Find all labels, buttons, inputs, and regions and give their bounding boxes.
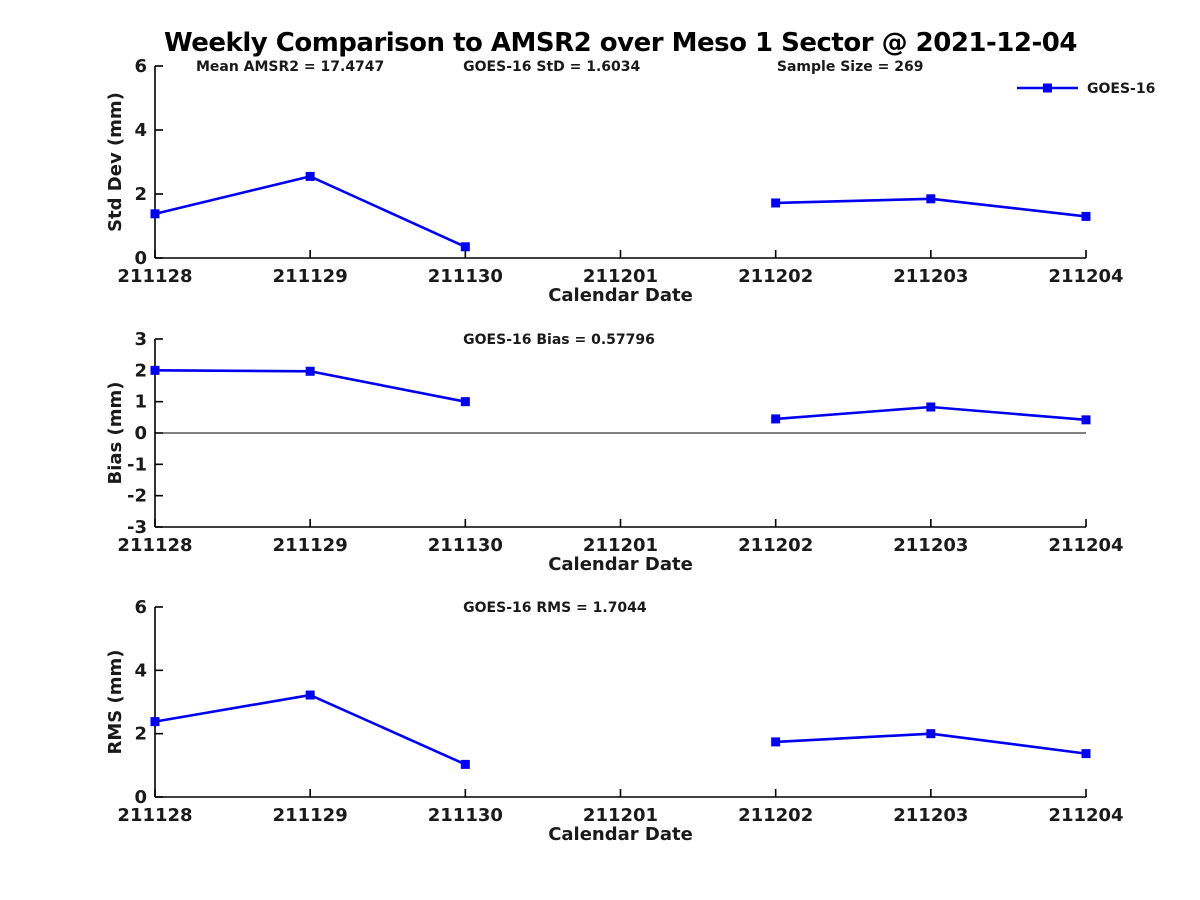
data-marker-rms <box>305 690 315 700</box>
annotation: Mean AMSR2 = 17.4747 <box>196 59 384 75</box>
annotation: GOES-16 RMS = 1.7044 <box>463 600 647 616</box>
data-marker-bias <box>305 366 315 376</box>
legend-label: GOES-16 <box>1087 81 1155 97</box>
y-tick-label: 2 <box>134 184 147 205</box>
y-tick-label: 6 <box>134 597 147 618</box>
x-tick-label: 211130 <box>428 805 503 826</box>
data-marker-bias <box>1081 415 1091 425</box>
annotation: GOES-16 StD = 1.6034 <box>463 59 640 75</box>
x-tick-label: 211201 <box>583 535 658 556</box>
x-tick-label: 211129 <box>273 266 348 287</box>
data-marker-std-dev <box>305 171 315 181</box>
figure-title: Weekly Comparison to AMSR2 over Meso 1 S… <box>164 28 1077 58</box>
y-tick-label: 1 <box>134 392 147 413</box>
y-tick-label: 0 <box>134 423 147 444</box>
x-tick-label: 211204 <box>1048 266 1123 287</box>
data-marker-rms <box>1081 749 1091 759</box>
y-tick-label: 4 <box>134 660 147 681</box>
x-axis-title: Calendar Date <box>548 554 693 575</box>
data-marker-bias <box>460 397 470 407</box>
data-line-rms <box>154 693 466 766</box>
data-marker-rms <box>771 737 781 747</box>
annotation: GOES-16 Bias = 0.57796 <box>463 332 655 348</box>
y-axis-title: Bias (mm) <box>105 382 126 485</box>
data-marker-std-dev <box>771 198 781 208</box>
x-tick-label: 211204 <box>1048 805 1123 826</box>
x-tick-label: 211203 <box>893 266 968 287</box>
x-tick-label: 211202 <box>738 535 813 556</box>
y-tick-label: 4 <box>134 120 147 141</box>
x-axis-title: Calendar Date <box>548 285 693 306</box>
y-tick-label: 2 <box>134 360 147 381</box>
y-tick-label: -2 <box>127 486 147 507</box>
data-marker-std-dev <box>1081 211 1091 221</box>
x-tick-label: 211128 <box>117 535 192 556</box>
y-tick-label: -1 <box>127 454 147 475</box>
annotation: Sample Size = 269 <box>777 59 924 75</box>
x-tick-label: 211201 <box>583 266 658 287</box>
x-tick-label: 211203 <box>893 535 968 556</box>
data-marker-std-dev <box>150 209 160 219</box>
data-line-std-dev <box>154 175 466 248</box>
legend-marker <box>1043 83 1052 93</box>
x-tick-label: 211130 <box>428 266 503 287</box>
x-tick-label: 211202 <box>738 805 813 826</box>
data-marker-bias <box>926 402 936 412</box>
x-tick-label: 211128 <box>117 266 192 287</box>
x-tick-label: 211128 <box>117 805 192 826</box>
x-tick-label: 211130 <box>428 535 503 556</box>
y-axis-title: RMS (mm) <box>105 650 126 755</box>
data-marker-bias <box>771 414 781 424</box>
x-tick-label: 211202 <box>738 266 813 287</box>
data-marker-std-dev <box>460 242 470 252</box>
x-tick-label: 211203 <box>893 805 968 826</box>
data-marker-rms <box>926 729 936 739</box>
data-marker-bias <box>150 365 160 375</box>
x-axis-title: Calendar Date <box>548 824 693 845</box>
y-axis-title: Std Dev (mm) <box>105 92 126 232</box>
y-tick-label: 6 <box>134 56 147 77</box>
y-tick-label: 2 <box>134 724 147 745</box>
x-tick-label: 211129 <box>273 805 348 826</box>
x-tick-label: 211201 <box>583 805 658 826</box>
y-tick-label: 3 <box>134 329 147 350</box>
data-marker-std-dev <box>926 194 936 204</box>
y-tick-label: 0 <box>134 787 147 808</box>
y-tick-label: -3 <box>127 517 147 538</box>
data-marker-rms <box>150 717 160 727</box>
y-tick-label: 0 <box>134 248 147 269</box>
data-marker-rms <box>460 759 470 769</box>
x-tick-label: 211204 <box>1048 535 1123 556</box>
x-tick-label: 211129 <box>273 535 348 556</box>
